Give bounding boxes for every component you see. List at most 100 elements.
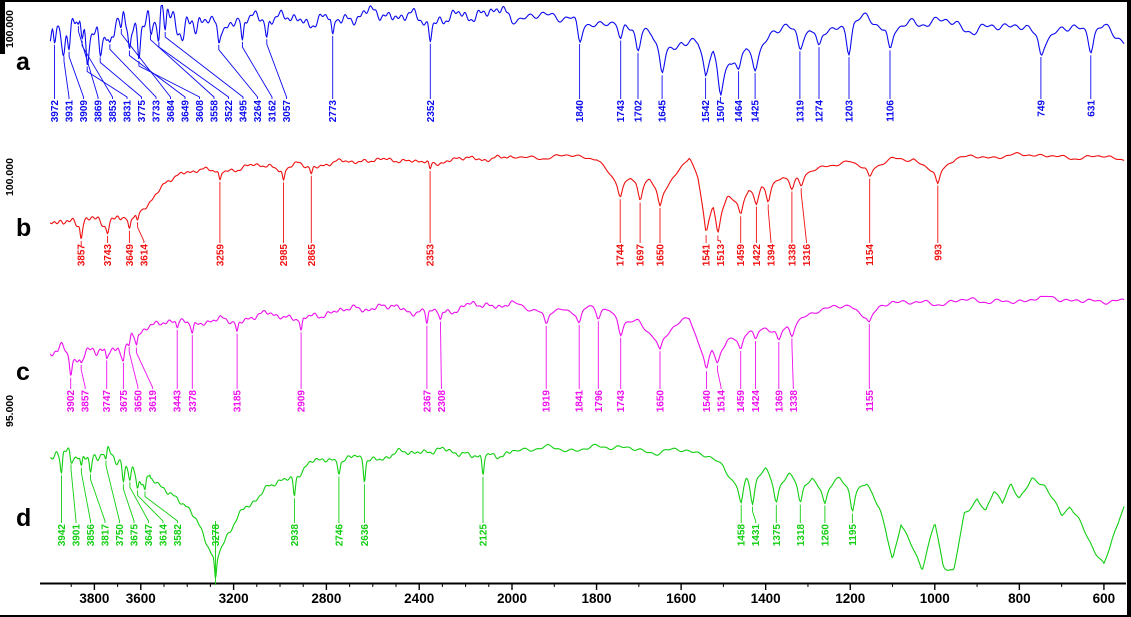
x-tick-label-2000: 2000 [497,591,527,606]
peak-label-a-3775: 3775 [137,100,148,123]
peak-label-c-3857: 3857 [81,390,92,413]
peak-label-d-1260: 1260 [820,524,831,547]
panel-label-a: a [16,48,30,76]
peak-leader-b-1513 [717,235,722,243]
x-axis: 3800 3600 3200 2800 2400 2000 1800 1600 1400 1200… [40,582,1126,606]
peak-label-c-3619: 3619 [148,390,159,413]
peak-label-d-3675: 3675 [129,524,140,547]
peak-label-b-1422: 1422 [752,244,763,267]
peak-label-a-631: 631 [1086,100,1097,117]
x-tick-label-800: 800 [1008,591,1031,606]
peak-label-b-1338: 1338 [787,244,798,267]
peak-leader-c-3650 [128,347,139,389]
peak-leader-a-3264 [218,44,258,99]
spectrum-b: 3857 3743 3649 3614 3259 2985 2865 2353 1744 1697… [49,152,1125,267]
peak-leader-a-3057 [266,39,287,99]
peak-label-c-3747: 3747 [102,390,113,413]
x-tick-label-1000: 1000 [920,591,950,606]
peak-label-d-1375: 1375 [772,524,783,547]
peak-leader-d-3614 [137,490,164,523]
x-tick-label-1200: 1200 [835,591,865,606]
peak-label-c-1155: 1155 [865,390,876,412]
peak-label-d-2746: 2746 [334,524,345,547]
peak-label-c-1424: 1424 [751,390,762,413]
peak-label-b-3259: 3259 [215,244,226,267]
peak-label-a-1840: 1840 [575,100,586,123]
peak-label-b-2985: 2985 [279,244,290,267]
peak-leader-d-1431 [752,506,757,523]
peak-leader-d-3817 [90,474,106,523]
peak-leader-a-3931 [63,56,70,99]
peak-leader-d-3901 [70,464,77,523]
peak-label-a-1702: 1702 [633,100,644,123]
peak-leader-c-3619 [135,347,153,389]
peak-leader-c-3857 [80,364,86,389]
y-axis-label-b: 100.000 [4,158,16,196]
spectrum-d-curve [50,443,1125,579]
peak-label-d-3582: 3582 [173,524,184,547]
peak-label-c-1338: 1338 [789,390,800,413]
peak-label-b-1394: 1394 [766,244,777,267]
peak-label-c-1841: 1841 [575,390,586,413]
peak-label-d-3817: 3817 [100,524,111,547]
peak-leader-a-3853 [81,40,113,99]
peak-label-a-1274: 1274 [814,100,825,123]
peak-label-d-2636: 2636 [360,524,371,547]
peak-leader-d-3582 [144,491,178,523]
peak-leader-a-3733 [109,44,157,99]
peak-label-a-3972: 3972 [50,100,61,123]
x-tick-label-1600: 1600 [666,591,696,606]
peak-leader-a-3495 [164,32,244,99]
peak-label-b-1541: 1541 [702,244,713,267]
spectrum-d: 3942 3901 3856 3817 3750 3675 3647 3614 3582 3278… [50,443,1125,585]
peak-label-d-3942: 3942 [57,524,68,547]
peak-label-c-3378: 3378 [188,390,199,413]
peak-leader-a-3909 [68,51,84,99]
peak-leader-a-3608 [138,61,200,99]
peak-label-a-3522: 3522 [224,100,235,123]
peak-label-b-3649: 3649 [125,244,136,267]
peak-label-a-1106: 1106 [885,100,896,122]
peak-label-a-1542: 1542 [701,100,712,123]
peak-label-b-1316: 1316 [802,244,813,267]
peak-label-d-1431: 1431 [751,524,762,547]
peak-label-b-1459: 1459 [736,244,747,267]
peak-label-c-3443: 3443 [173,390,184,413]
peak-label-c-1459: 1459 [736,390,747,413]
peak-label-d-1195: 1195 [848,524,859,546]
x-tick-label-3600: 3600 [126,591,156,606]
peak-label-c-1514: 1514 [716,390,727,413]
panel-label-b: b [16,214,32,242]
peak-label-d-2125: 2125 [479,524,490,547]
peak-label-c-1796: 1796 [594,390,605,413]
peak-label-b-1744: 1744 [616,244,627,267]
peak-leader-b-1316 [800,188,807,243]
peak-label-d-2938: 2938 [290,524,301,547]
peak-label-b-1513: 1513 [716,244,727,267]
peak-leader-a-3558 [150,34,215,99]
peak-label-a-3057: 3057 [282,100,293,123]
peak-label-d-3901: 3901 [71,524,82,547]
peak-label-a-1743: 1743 [616,100,627,123]
peak-label-a-3909: 3909 [79,100,90,123]
peak-leader-a-3831 [86,66,128,99]
peak-label-a-3495: 3495 [238,100,249,123]
peak-label-a-1645: 1645 [658,100,669,123]
peak-leader-a-3869 [77,26,99,99]
peak-leader-c-1338 [791,338,794,389]
peak-leader-a-3649 [128,50,186,99]
peak-label-a-3162: 3162 [267,100,278,123]
peak-label-c-1369: 1369 [774,390,785,413]
x-tick-label-2800: 2800 [311,591,341,606]
x-tick-label-3200: 3200 [219,591,249,606]
peak-label-d-3856: 3856 [86,524,97,547]
panel-label-d: d [16,504,32,532]
peak-leader-c-2308 [440,321,442,389]
peak-label-a-749: 749 [1036,100,1047,117]
peak-label-d-3750: 3750 [115,524,126,547]
peak-label-b-2865: 2865 [307,244,318,267]
x-tick-label-1400: 1400 [751,591,781,606]
peak-label-a-3264: 3264 [253,100,264,123]
